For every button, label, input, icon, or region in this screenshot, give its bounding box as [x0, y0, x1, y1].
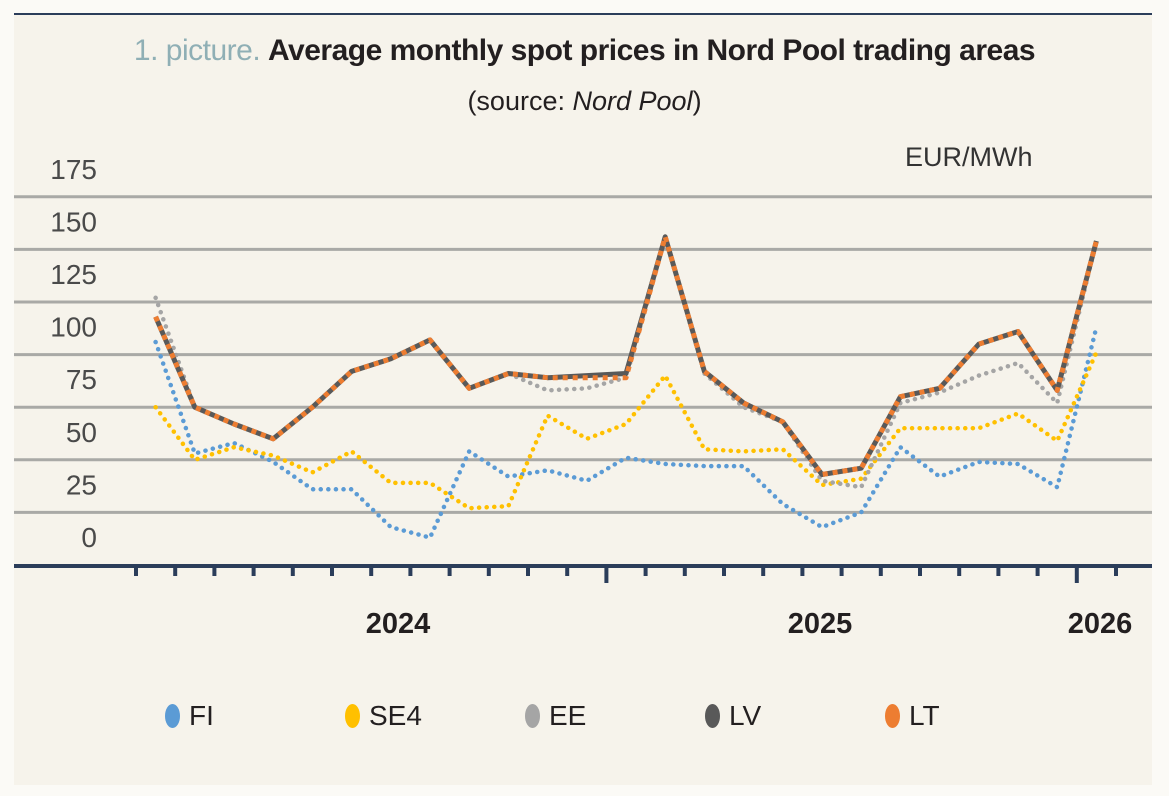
legend-item-lt: LT [885, 700, 940, 732]
legend-label: EE [549, 700, 587, 731]
y-unit-label: EUR/MWh [905, 142, 1033, 172]
legend-item-ee: EE [525, 700, 586, 732]
series-line-fi [153, 324, 1099, 540]
legend-swatch-icon [885, 704, 900, 728]
y-tick-label: 50 [66, 417, 97, 448]
x-tick-label-2024: 2024 [366, 608, 431, 640]
x-tick-label-2026: 2026 [1068, 608, 1133, 640]
x-axis [14, 564, 1152, 583]
subtitle-suffix: ) [692, 86, 702, 116]
series-line-se4 [153, 350, 1099, 511]
x-tick-labels: 2024 2025 2026 [366, 608, 1133, 640]
y-tick-label: 100 [50, 312, 97, 343]
series-line-ee [153, 234, 1099, 490]
legend-label: FI [189, 700, 214, 731]
legend: FI SE4 EE LV LT [0, 700, 1169, 740]
legend-swatch-icon [525, 704, 540, 728]
legend-label: SE4 [369, 700, 422, 731]
legend-item-fi: FI [165, 700, 214, 732]
legend-swatch-icon [165, 704, 180, 728]
y-tick-label: 25 [66, 469, 97, 500]
legend-swatch-icon [345, 704, 360, 728]
y-tick-label: 175 [50, 154, 97, 185]
chart-title: 1. picture. Average monthly spot prices … [0, 34, 1169, 68]
legend-item-lv: LV [705, 700, 761, 732]
y-tick-labels: 0 25 50 75 100 125 150 175 [50, 154, 97, 553]
legend-label: LT [909, 700, 940, 731]
title-text: Average monthly spot prices in Nord Pool… [268, 34, 1036, 67]
chart-panel [14, 13, 1152, 785]
y-tick-label: 75 [66, 364, 97, 395]
y-tick-label: 150 [50, 206, 97, 237]
figure-number: 1. picture. [133, 34, 261, 67]
gridlines [14, 195, 1152, 514]
legend-swatch-icon [705, 704, 720, 728]
legend-label: LV [729, 700, 762, 731]
x-tick-label-2025: 2025 [788, 608, 853, 640]
legend-item-se4: SE4 [345, 700, 422, 732]
y-tick-label: 0 [81, 522, 97, 553]
subtitle-prefix: (source: [467, 86, 573, 116]
series-lines [153, 234, 1099, 540]
chart-subtitle: (source: Nord Pool) [0, 86, 1169, 117]
y-tick-label: 125 [50, 259, 97, 290]
subtitle-source: Nord Pool [572, 86, 693, 116]
